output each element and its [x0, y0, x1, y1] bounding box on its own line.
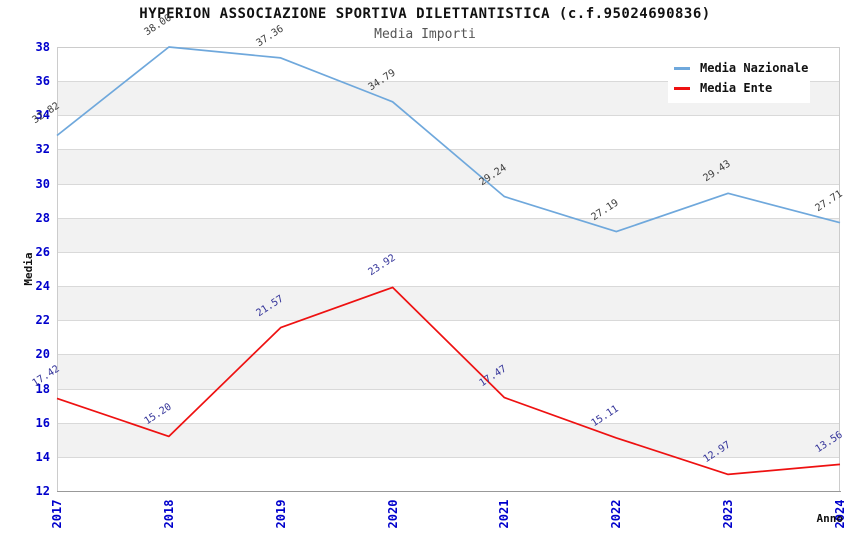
y-tick-label: 36	[35, 74, 50, 89]
y-tick-label: 12	[35, 484, 50, 498]
x-tick-label: 2017	[50, 499, 64, 529]
gridline	[58, 217, 840, 219]
gridline	[58, 286, 840, 288]
y-tick-label: 22	[35, 313, 50, 328]
y-tick-label: 34	[35, 108, 50, 123]
x-tick-label: 2022	[609, 499, 624, 529]
chart-subtitle: Media Importi	[374, 27, 476, 42]
gridline	[58, 422, 840, 424]
gridline	[58, 115, 840, 117]
plot-band	[58, 149, 840, 184]
chart-title: HYPERION ASSOCIAZIONE SPORTIVA DILETTANT…	[139, 6, 711, 22]
gridline	[58, 251, 840, 253]
series-line-media-ente	[56, 286, 841, 476]
legend-swatch-icon	[674, 66, 690, 70]
plot-band	[58, 286, 840, 321]
y-tick-label: 16	[35, 415, 50, 430]
y-tick-label: 26	[35, 244, 50, 259]
plot-band	[58, 217, 840, 252]
y-tick-label: 32	[35, 142, 50, 157]
y-tick-label: 30	[35, 176, 50, 191]
y-tick-label: 14	[35, 449, 50, 464]
legend: Media Nazionale Media Ente	[668, 55, 810, 103]
gridline	[58, 354, 840, 356]
plot-band	[58, 422, 840, 457]
gridline	[58, 81, 840, 83]
legend-label: Media Ente	[700, 81, 773, 95]
gridline	[58, 320, 840, 322]
y-tick-label: 18	[35, 381, 50, 396]
y-tick-label: 38	[35, 40, 50, 54]
y-tick-label: 24	[35, 279, 50, 294]
x-tick-label: 2021	[497, 499, 512, 529]
x-tick-label: 2020	[385, 499, 400, 529]
series-lines	[56, 46, 841, 476]
gridline	[58, 183, 840, 185]
legend-swatch-icon	[674, 86, 690, 90]
series-line-media-nazionale	[56, 46, 841, 233]
x-tick-label: 2023	[721, 499, 736, 529]
x-axis-line	[57, 491, 841, 492]
gridline	[58, 456, 840, 458]
y-tick-label: 28	[35, 210, 50, 225]
legend-item: Media Ente	[674, 78, 804, 98]
y-axis-title: Media	[22, 252, 35, 286]
gridline	[58, 388, 840, 390]
x-tick-label: 2018	[161, 499, 176, 529]
legend-item: Media Nazionale	[674, 58, 808, 78]
plot-band	[58, 354, 840, 389]
x-axis-title: Anno	[816, 512, 844, 525]
x-tick-label: 2019	[273, 499, 288, 529]
legend-label: Media Nazionale	[700, 61, 809, 75]
y-tick-label: 20	[35, 347, 50, 362]
